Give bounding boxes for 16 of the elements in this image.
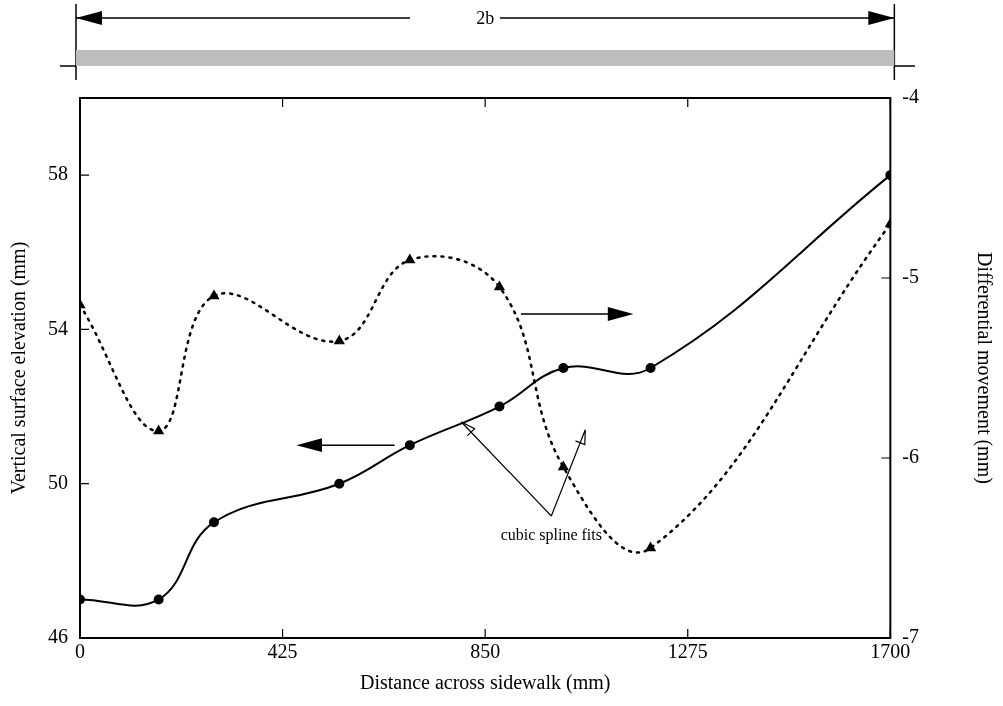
x-tick-label: 1275: [667, 640, 708, 663]
y2-tick-label: -6: [902, 445, 920, 468]
y2-tick-label: -4: [902, 85, 920, 108]
y-axis-title: Vertical surface elevation (mm): [7, 241, 31, 495]
annotation: cubic spline fits: [500, 526, 602, 544]
x-tick-label: 425: [267, 640, 298, 663]
y-tick-label: 50: [48, 470, 68, 493]
x-axis-title: Distance across sidewalk (mm): [359, 671, 611, 695]
text: 2b: [476, 8, 495, 28]
x-tick-label: 850: [470, 640, 501, 663]
y2-axis-title: Differential movement (mm): [972, 252, 996, 484]
y-tick-label: 46: [48, 625, 68, 648]
x-tick-label: 0: [75, 640, 85, 663]
y-tick-label: 58: [48, 162, 68, 185]
y-tick-label: 54: [48, 316, 68, 339]
y2-tick-label: -5: [902, 265, 920, 288]
